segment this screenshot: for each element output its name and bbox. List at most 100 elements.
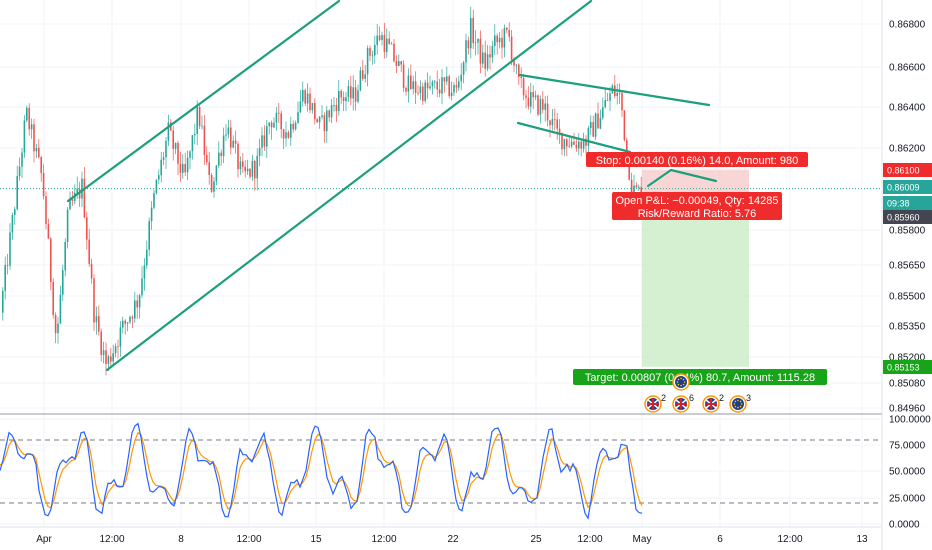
candle-139 (335, 98, 338, 123)
price-tag-4: 0.85153 (883, 360, 932, 374)
candle-107 (258, 138, 261, 167)
candle-224 (539, 95, 542, 124)
candle-140 (338, 80, 340, 116)
candle-230 (554, 108, 556, 131)
price-tick-6: 0.85500 (889, 292, 926, 303)
target-zone (642, 198, 749, 367)
candle-21 (52, 278, 54, 319)
candle-50 (122, 316, 124, 334)
trendline-4[interactable] (646, 168, 673, 188)
candle-170 (410, 64, 412, 90)
trendline-3[interactable] (516, 121, 632, 154)
candle-201 (484, 40, 486, 77)
price-tag-0: 0.86100 (883, 163, 932, 177)
candle-80 (194, 123, 196, 145)
candle-233 (561, 132, 563, 156)
candle-221 (532, 85, 534, 110)
price-tick-9: 0.85080 (889, 379, 926, 390)
candle-87 (210, 173, 213, 193)
event-3[interactable]: 3 (729, 393, 751, 413)
candle-74 (179, 151, 182, 182)
candle-4 (11, 212, 14, 240)
price-tick-2: 0.86400 (889, 103, 926, 114)
event-2[interactable]: 2 (702, 393, 724, 413)
candle-162 (390, 41, 393, 45)
time-axis[interactable]: Apr 12:00 8 12:00 15 12:00 22 25 12:00 May 6 12:00 1… (36, 534, 868, 545)
oscillator-axis[interactable]: 100.0000 75.0000 50.0000 25.0000 0.0000 (889, 415, 931, 531)
candle-194 (467, 36, 470, 55)
candle-56 (136, 294, 138, 319)
candle-163 (393, 38, 395, 63)
candle-196 (472, 9, 474, 49)
candle-214 (515, 63, 518, 75)
candle-35 (86, 211, 88, 250)
candle-23 (57, 316, 59, 344)
candle-11 (28, 103, 30, 136)
osc-tick-4: 0.0000 (889, 520, 920, 531)
target-label[interactable]: Target: 0.00807 (0.94%) 80.7, Amount: 11… (573, 369, 827, 385)
candle-18 (45, 191, 47, 230)
candle-231 (556, 112, 558, 140)
event-4[interactable] (672, 373, 690, 391)
candle-229 (551, 108, 554, 131)
candle-26 (64, 238, 66, 277)
event-count-3: 3 (746, 393, 751, 403)
candle-198 (477, 38, 479, 55)
trendlines[interactable] (66, 0, 718, 372)
candle-240 (578, 133, 580, 156)
candle-265 (638, 184, 640, 192)
trendline-1[interactable] (105, 0, 593, 372)
candle-88 (213, 177, 215, 198)
candle-210 (506, 27, 508, 34)
candle-217 (522, 73, 525, 101)
candle-227 (546, 95, 549, 127)
candle-244 (587, 125, 590, 154)
trendline-0[interactable] (66, 0, 341, 203)
candle-32 (78, 181, 81, 207)
candle-249 (599, 109, 602, 130)
candle-52 (126, 322, 129, 332)
candle-0 (2, 287, 4, 321)
pnl-label[interactable]: Open P&L: −0.00049, Qty: 14285 Risk/Rewa… (612, 192, 782, 220)
candle-174 (419, 80, 422, 101)
trendline-5[interactable] (669, 168, 718, 183)
candle-155 (374, 35, 376, 64)
candle-180 (434, 79, 436, 89)
trendline-2[interactable] (518, 73, 711, 107)
candle-125 (302, 81, 304, 107)
candle-12 (30, 118, 33, 139)
candle-258 (621, 92, 623, 117)
candle-60 (146, 240, 148, 270)
candle-232 (558, 119, 561, 144)
price-tick-8: 0.85200 (889, 353, 926, 364)
osc-tick-0: 100.0000 (889, 415, 931, 426)
stop-label[interactable]: Stop: 0.00140 (0.16%) 14.0, Amount: 980 (586, 152, 808, 167)
osc-tick-2: 50.0000 (889, 467, 926, 478)
candle-1 (4, 256, 6, 300)
candle-48 (117, 339, 119, 359)
candle-179 (431, 80, 434, 95)
candle-181 (436, 70, 438, 98)
price-axis[interactable]: 0.86800 0.86600 0.86400 0.86200 0.85800 0.856… (889, 20, 926, 415)
candle-259 (623, 110, 626, 142)
candle-82 (198, 105, 201, 129)
candle-215 (518, 63, 520, 85)
candle-212 (510, 30, 513, 66)
event-1[interactable]: 6 (672, 393, 694, 413)
time-tick-12: 13 (856, 534, 868, 545)
candle-255 (614, 74, 616, 99)
economic-events[interactable]: 2 6 2 3 (644, 373, 751, 413)
candle-145 (350, 75, 352, 106)
event-0[interactable]: 2 (644, 393, 666, 413)
candle-20 (50, 236, 52, 291)
candle-36 (88, 228, 90, 267)
candle-219 (527, 86, 530, 110)
candle-206 (496, 33, 498, 55)
time-tick-11: 12:00 (777, 534, 802, 545)
time-tick-2: 8 (178, 534, 184, 545)
candle-257 (618, 83, 621, 104)
candle-65 (158, 169, 160, 185)
candle-63 (153, 189, 155, 210)
candle-188 (453, 82, 455, 97)
